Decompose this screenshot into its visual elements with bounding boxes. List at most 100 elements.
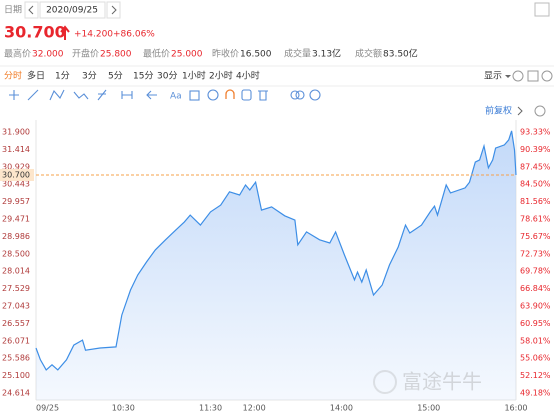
change: +14.200 <box>74 30 113 40</box>
tab[interactable]: 3分 <box>82 71 97 82</box>
display-button[interactable]: 显示 <box>484 71 502 82</box>
logo-ring <box>373 370 397 394</box>
link-tool[interactable] <box>290 90 300 100</box>
y2-tick-label: 69.78% <box>520 267 551 276</box>
y-tick-label: 29.957 <box>2 197 30 206</box>
y-tick-label: 28.014 <box>2 267 30 276</box>
stat-label: 最高价 <box>4 48 31 60</box>
price-line <box>35 130 517 371</box>
arrow-tool[interactable] <box>146 90 157 100</box>
crosshair-tool[interactable] <box>9 90 19 100</box>
y2-tick-label: 49.18% <box>520 389 551 398</box>
camera-icon[interactable] <box>527 70 539 82</box>
next-day[interactable] <box>106 1 121 19</box>
y2-tick-label: 90.39% <box>520 145 551 154</box>
prev-icon <box>28 5 34 15</box>
stat-label: 最低价 <box>143 48 170 60</box>
reference-label-box <box>0 168 34 181</box>
x-tick-label: 09/25 <box>36 404 59 413</box>
dropdown-icon <box>505 75 511 78</box>
y-tick-label: 27.043 <box>2 301 30 310</box>
y-tick-label: 29.471 <box>2 215 30 224</box>
tab[interactable]: 30分 <box>157 71 177 82</box>
y2-tick-label: 63.90% <box>520 301 551 310</box>
rect-tool[interactable] <box>189 90 200 101</box>
x-tick-label: 16:00 <box>504 404 527 413</box>
y-tick-label: 27.529 <box>2 284 30 293</box>
change-pct: +86.06% <box>113 30 155 40</box>
tab[interactable]: 1小时 <box>182 70 206 82</box>
up-arrow <box>60 25 70 40</box>
wave-tool[interactable] <box>49 89 65 101</box>
stat-label: 开盘价 <box>72 48 99 60</box>
y-tick-label: 28.986 <box>2 232 30 241</box>
tab[interactable]: 5分 <box>108 71 123 82</box>
area-fill <box>36 130 516 400</box>
y-tick-label: 26.557 <box>2 319 30 328</box>
x-tick-label: 12:00 <box>243 404 266 413</box>
nav-right[interactable] <box>517 106 523 116</box>
stat-value: 3.13亿 <box>312 48 341 60</box>
date-label: 日期 <box>4 5 22 16</box>
drawing-toolbar: Aa <box>9 89 321 102</box>
tab-bar: 分时 多日 1分 3分 5分 15分 30分 1小时 2小时 4小时 <box>4 70 260 82</box>
stat-value: 32.000 <box>32 50 64 60</box>
y2-tick-label: 81.56% <box>520 197 551 206</box>
date-box[interactable] <box>39 1 106 19</box>
stat-value: 83.50亿 <box>383 48 418 60</box>
x-tick-label: 14:00 <box>330 404 353 413</box>
lock-tool[interactable] <box>241 89 252 101</box>
next-icon <box>111 5 117 15</box>
settings-icon[interactable] <box>512 70 524 82</box>
watermark-logo <box>373 370 397 394</box>
y-tick-label: 25.100 <box>2 371 30 380</box>
text-tool[interactable]: Aa <box>170 92 182 102</box>
config-tool[interactable] <box>309 89 321 101</box>
y-tick-label: 26.071 <box>2 336 30 345</box>
y2-tick-label: 55.06% <box>520 354 551 363</box>
y2-tick-label: 75.67% <box>520 232 551 241</box>
y2-tick-label: 78.61% <box>520 215 551 224</box>
y-tick-label: 24.614 <box>2 389 30 398</box>
line-tool[interactable] <box>27 89 39 101</box>
chart-settings[interactable] <box>534 105 546 117</box>
y-tick-label: 30.443 <box>2 180 30 189</box>
y2-tick-label: 52.12% <box>520 371 551 380</box>
more-icon[interactable] <box>541 70 553 82</box>
tab[interactable]: 多日 <box>27 70 45 82</box>
y-tick-label: 31.414 <box>2 145 30 154</box>
magnet-tool[interactable] <box>207 89 219 101</box>
y2-tick-label: 66.84% <box>520 284 551 293</box>
stat-label: 成交量 <box>284 48 311 60</box>
stat-value: 16.500 <box>240 50 272 60</box>
x-tick-label: 15:00 <box>417 404 440 413</box>
x-tick-label: 10:30 <box>112 404 135 413</box>
y2-tick-label: 58.01% <box>520 336 551 345</box>
date: 2020/09/25 <box>46 6 98 16</box>
watermark: 富途牛牛 <box>402 370 482 394</box>
y-tick-label: 30.929 <box>2 162 30 171</box>
stat-value: 25.000 <box>171 50 203 60</box>
stat-label: 成交额 <box>355 48 382 60</box>
magnet-on[interactable] <box>225 89 235 99</box>
tab[interactable]: 分时 <box>4 70 22 82</box>
fib-tool[interactable] <box>97 89 107 101</box>
expand-icon[interactable] <box>534 2 550 17</box>
delete-tool[interactable] <box>258 90 268 101</box>
y2-tick-label: 87.45% <box>520 162 551 171</box>
y2-tick-label: 93.33% <box>520 128 551 137</box>
pattern-tool[interactable] <box>73 91 89 100</box>
tab[interactable]: 4小时 <box>236 70 260 82</box>
range-tool[interactable] <box>121 91 133 99</box>
tab[interactable]: 15分 <box>133 71 153 82</box>
x-tick-label: 11:30 <box>199 404 222 413</box>
y2-tick-label: 72.73% <box>520 249 551 258</box>
tab[interactable]: 2小时 <box>209 70 233 82</box>
y2-tick-label: 84.50% <box>520 180 551 189</box>
y-tick-label: 28.500 <box>2 249 30 258</box>
y2-tick-label: 60.95% <box>520 319 551 328</box>
prev-day[interactable] <box>24 1 39 19</box>
adjust-mode[interactable]: 前复权 <box>485 105 512 117</box>
tab[interactable]: 1分 <box>55 71 70 82</box>
